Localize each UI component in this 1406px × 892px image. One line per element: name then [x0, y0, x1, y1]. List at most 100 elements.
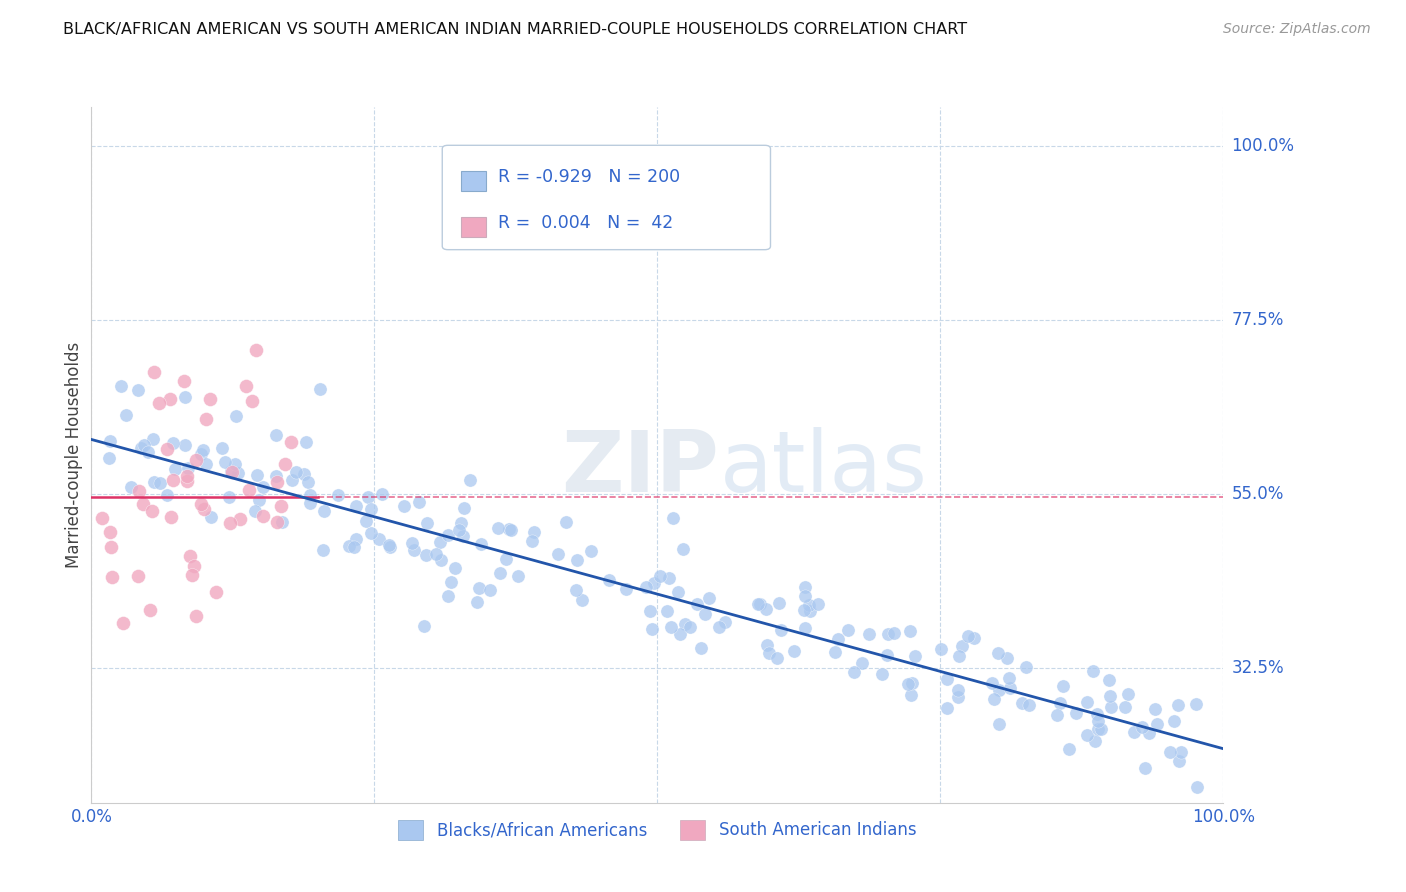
Point — [139, 603, 162, 617]
Text: R =  0.004   N =  42: R = 0.004 N = 42 — [498, 214, 673, 233]
Point — [162, 473, 184, 487]
Point — [440, 575, 463, 590]
Point — [554, 516, 576, 530]
Point — [173, 375, 195, 389]
Point — [479, 582, 502, 597]
Point — [415, 548, 437, 562]
Point — [571, 592, 593, 607]
Point — [285, 465, 308, 479]
Point — [132, 438, 155, 452]
Point — [1122, 724, 1144, 739]
Point — [224, 457, 246, 471]
Point — [1087, 714, 1109, 728]
Point — [988, 717, 1011, 731]
Point — [508, 569, 530, 583]
Point — [453, 500, 475, 515]
Point — [98, 524, 121, 539]
Point — [872, 666, 894, 681]
Point — [987, 646, 1010, 660]
Text: atlas: atlas — [720, 427, 928, 510]
Point — [1052, 679, 1074, 693]
Point — [520, 534, 543, 549]
Point — [429, 553, 451, 567]
Point — [1046, 707, 1069, 722]
Point — [100, 540, 122, 554]
Point — [297, 475, 319, 489]
Point — [952, 640, 974, 654]
Point — [120, 480, 142, 494]
Point — [298, 496, 321, 510]
FancyBboxPatch shape — [461, 170, 486, 191]
Point — [499, 523, 522, 537]
Point — [1163, 714, 1185, 729]
Point — [824, 645, 846, 659]
Point — [309, 382, 332, 396]
Point — [904, 648, 927, 663]
Point — [1133, 761, 1156, 775]
Point — [240, 394, 263, 409]
Point — [148, 396, 170, 410]
Point — [807, 597, 830, 611]
Point — [127, 383, 149, 397]
Point — [264, 469, 287, 483]
Point — [489, 566, 512, 580]
FancyBboxPatch shape — [461, 218, 486, 237]
Point — [343, 540, 366, 554]
Point — [356, 514, 378, 528]
Point — [844, 665, 866, 679]
Point — [344, 499, 367, 513]
Point — [1049, 696, 1071, 710]
Point — [998, 681, 1021, 696]
Point — [245, 503, 267, 517]
Point — [149, 475, 172, 490]
Text: 55.0%: 55.0% — [1232, 484, 1284, 502]
Point — [495, 552, 517, 566]
Point — [900, 624, 922, 638]
Point — [413, 618, 436, 632]
Point — [101, 569, 124, 583]
Point — [229, 512, 252, 526]
Point — [1098, 673, 1121, 688]
Point — [270, 499, 292, 513]
Point — [1159, 745, 1181, 759]
Point — [378, 540, 401, 554]
Point — [226, 467, 249, 481]
Point — [641, 622, 664, 636]
Text: ZIP: ZIP — [561, 427, 718, 510]
Point — [998, 671, 1021, 685]
Point — [755, 638, 778, 652]
Point — [956, 628, 979, 642]
Point — [877, 627, 900, 641]
Point — [598, 574, 620, 588]
Point — [312, 543, 335, 558]
Point — [995, 650, 1018, 665]
Point — [962, 631, 984, 645]
Point — [565, 582, 588, 597]
Point — [662, 511, 685, 525]
Point — [1085, 706, 1108, 721]
Point — [174, 390, 197, 404]
Point — [176, 474, 198, 488]
Text: 100.0%: 100.0% — [1232, 136, 1295, 154]
Point — [453, 528, 475, 542]
Point — [270, 515, 292, 529]
Point — [876, 648, 898, 662]
Text: Source: ZipAtlas.com: Source: ZipAtlas.com — [1223, 22, 1371, 37]
Point — [755, 601, 778, 615]
Point — [929, 641, 952, 656]
Point — [668, 626, 690, 640]
Point — [194, 457, 217, 471]
Point — [252, 480, 274, 494]
Point — [634, 581, 657, 595]
Point — [235, 378, 257, 392]
Point — [901, 676, 924, 690]
Point — [948, 690, 970, 705]
Point — [983, 692, 1005, 706]
Point — [360, 526, 382, 541]
Point — [219, 464, 242, 478]
Point — [794, 580, 817, 594]
Point — [184, 608, 207, 623]
Point — [747, 597, 769, 611]
Point — [883, 626, 905, 640]
Point — [1099, 699, 1122, 714]
